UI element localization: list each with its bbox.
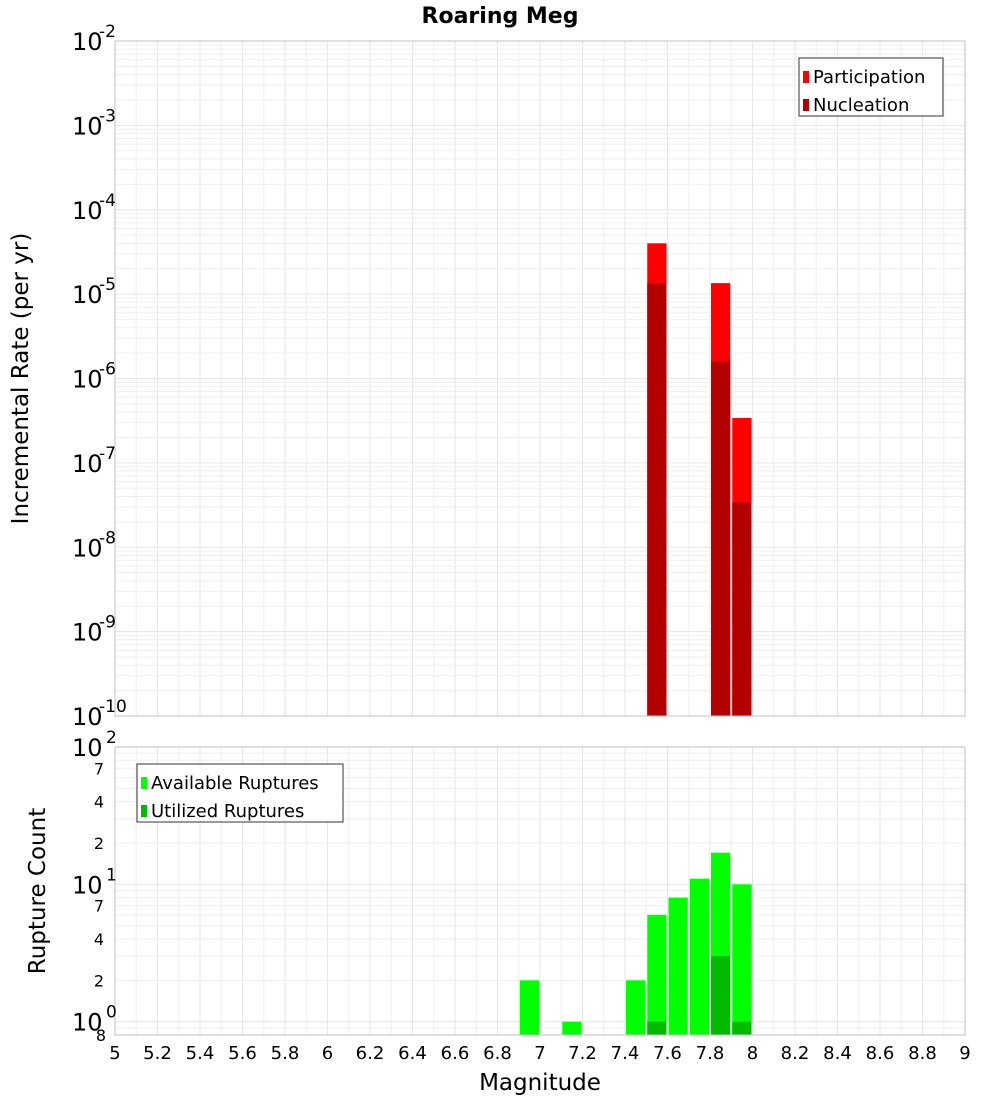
y-tick-label: 10 0 bbox=[72, 1003, 117, 1037]
x-tick-label: 5.4 bbox=[186, 1043, 215, 1064]
x-tick-label: 7.8 bbox=[696, 1043, 725, 1064]
y-tick-base: 10 bbox=[72, 197, 103, 225]
y-tick-exponent: -5 bbox=[99, 275, 116, 295]
bar-available-ruptures bbox=[519, 980, 539, 1035]
y-tick-label: 10-8 bbox=[72, 528, 116, 562]
x-tick-label: 8.2 bbox=[781, 1043, 810, 1064]
y-tick-base: 10 bbox=[72, 450, 103, 478]
bar-available-ruptures bbox=[732, 884, 752, 1035]
y-tick-exponent: -10 bbox=[99, 697, 127, 717]
bar-available-ruptures bbox=[647, 914, 667, 1035]
y-tick-base: 10 bbox=[72, 112, 103, 140]
rate-panel: 10-210-310-410-510-610-710-810-910-10 In… bbox=[8, 22, 966, 731]
y-tick-exponent: -2 bbox=[99, 22, 116, 42]
x-tick-label: 8.6 bbox=[866, 1043, 895, 1064]
y-tick-label: 10-4 bbox=[72, 191, 116, 225]
legend-swatch bbox=[803, 71, 809, 83]
legend-swatch bbox=[803, 99, 809, 111]
bar-nucleation bbox=[732, 502, 752, 716]
y-tick-base: 10 bbox=[72, 28, 103, 56]
x-tick-label: 5.6 bbox=[228, 1043, 257, 1064]
legend-box bbox=[798, 57, 944, 117]
y-tick-base: 10 bbox=[72, 1009, 103, 1037]
y-tick-base: 10 bbox=[72, 703, 103, 731]
bar-available-ruptures bbox=[689, 878, 709, 1035]
y-tick-label: 10-3 bbox=[72, 106, 116, 140]
y-tick-base: 10 bbox=[72, 619, 103, 647]
y-tick-base: 10 bbox=[72, 734, 103, 762]
legend-label: Available Ruptures bbox=[151, 773, 319, 794]
y-tick-exponent: -4 bbox=[99, 191, 116, 211]
x-tick-label: 9 bbox=[959, 1043, 970, 1064]
x-tick-label: 6.6 bbox=[441, 1043, 470, 1064]
rate-legend: Participation Nucleation bbox=[798, 57, 944, 117]
y-tick-base: 10 bbox=[72, 366, 103, 394]
y-tick-exponent: -3 bbox=[99, 106, 116, 126]
count-legend: Available Ruptures Utilized Ruptures bbox=[136, 763, 344, 823]
x-tick-label: 7.6 bbox=[653, 1043, 682, 1064]
legend-label: Nucleation bbox=[813, 95, 909, 116]
legend-box bbox=[136, 763, 344, 823]
chart-title: Roaring Meg bbox=[422, 4, 579, 29]
y-tick-base: 10 bbox=[72, 871, 103, 899]
x-axis-tick-labels: 5 5.2 5.4 5.6 5.8 6 6.2 6.4 6.6 6.8 7 7.2 7.4 7.6 7.8 8… bbox=[109, 1043, 970, 1064]
bar-utilized-ruptures bbox=[711, 956, 731, 1035]
count-plot-frame bbox=[114, 746, 966, 1036]
bar-nucleation bbox=[647, 283, 667, 716]
x-tick-label: 8.8 bbox=[908, 1043, 937, 1064]
y-tick-label: 10-6 bbox=[72, 360, 116, 394]
x-tick-label: 5.2 bbox=[143, 1043, 172, 1064]
y-minor-tick-label: 7 bbox=[94, 897, 104, 916]
legend-swatch bbox=[141, 805, 147, 817]
y-tick-exponent: 2 bbox=[106, 728, 117, 748]
x-tick-label: 8.4 bbox=[823, 1043, 852, 1064]
y-tick-exponent: -8 bbox=[99, 528, 116, 548]
y-tick-label: 10 2 bbox=[72, 728, 117, 762]
y-tick-exponent: -7 bbox=[99, 444, 116, 464]
y-tick-label: 10-5 bbox=[72, 275, 116, 309]
x-tick-label: 6 bbox=[322, 1043, 333, 1064]
bar-utilized-ruptures bbox=[732, 1021, 752, 1035]
x-tick-label: 7 bbox=[534, 1043, 545, 1064]
x-tick-label: 8 bbox=[747, 1043, 758, 1064]
legend-label: Participation bbox=[813, 67, 925, 88]
y-minor-tick-label: 4 bbox=[94, 793, 104, 812]
x-tick-label: 7.4 bbox=[611, 1043, 640, 1064]
bar-available-ruptures bbox=[626, 980, 646, 1035]
x-tick-label: 6.8 bbox=[483, 1043, 512, 1064]
y-minor-tick-label: 2 bbox=[94, 971, 104, 990]
x-tick-label: 6.2 bbox=[356, 1043, 385, 1064]
legend-swatch bbox=[141, 777, 147, 789]
y-tick-label: 10-10 bbox=[72, 697, 127, 731]
y-tick-label: 10-7 bbox=[72, 444, 116, 478]
y-minor-tick-label: 7 bbox=[94, 759, 104, 778]
y-tick-base: 10 bbox=[72, 534, 103, 562]
bar-available-ruptures bbox=[668, 897, 688, 1035]
x-tick-label: 5 bbox=[109, 1043, 120, 1064]
rate-plot-frame bbox=[114, 40, 966, 717]
y-minor-tick-label: 8 bbox=[96, 1026, 106, 1045]
y-minor-tick-label: 4 bbox=[94, 930, 104, 949]
legend-label: Utilized Ruptures bbox=[151, 801, 304, 822]
x-tick-label: 6.4 bbox=[398, 1043, 427, 1064]
y-minor-tick-label: 2 bbox=[94, 834, 104, 853]
count-y-axis-label: Rupture Count bbox=[25, 808, 51, 974]
rate-y-axis-label: Incremental Rate (per yr) bbox=[8, 233, 34, 525]
y-tick-exponent: -9 bbox=[99, 613, 116, 633]
x-tick-label: 7.2 bbox=[568, 1043, 597, 1064]
y-tick-base: 10 bbox=[72, 281, 103, 309]
y-tick-exponent: 1 bbox=[106, 865, 117, 885]
x-axis-label: Magnitude bbox=[479, 1070, 601, 1096]
y-tick-label: 10-2 bbox=[72, 22, 116, 56]
y-tick-label: 10 1 bbox=[72, 865, 117, 899]
bar-nucleation bbox=[711, 361, 731, 716]
bar-utilized-ruptures bbox=[647, 1021, 667, 1035]
y-tick-exponent: -6 bbox=[99, 360, 116, 380]
y-tick-exponent: 0 bbox=[106, 1003, 117, 1023]
bar-available-ruptures bbox=[562, 1021, 582, 1035]
x-tick-label: 5.8 bbox=[271, 1043, 300, 1064]
y-tick-label: 10-9 bbox=[72, 613, 116, 647]
